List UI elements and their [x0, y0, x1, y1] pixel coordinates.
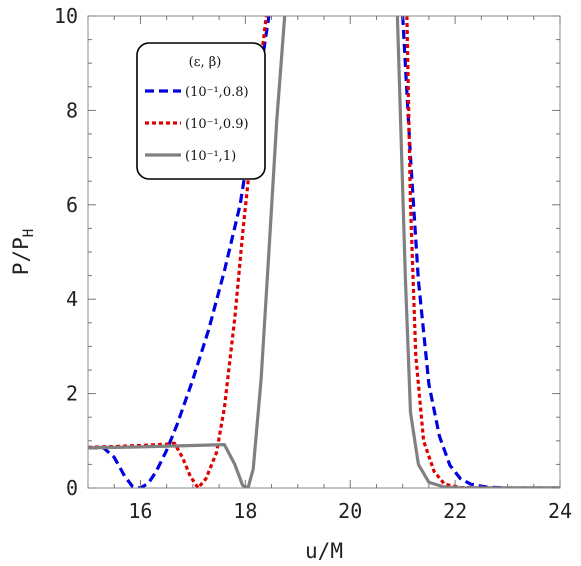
x-tick-label: 16 [128, 499, 152, 523]
legend: (ε, β) (10⁻¹,0.8) (10⁻¹,0.9) (10⁻¹,1) [136, 42, 266, 180]
legend-entry-1: (10⁻¹,0.8) [185, 85, 249, 100]
x-axis-label: u/M [305, 539, 343, 563]
legend-box [136, 42, 266, 180]
x-tick-label: 22 [443, 499, 467, 523]
y-tick-label: 0 [66, 476, 78, 500]
y-axis-label: P/PH [9, 229, 37, 275]
y-tick-label: 4 [66, 287, 78, 311]
legend-title: (ε, β) [189, 55, 222, 70]
x-tick-label: 18 [233, 499, 257, 523]
x-tick-label: 24 [548, 499, 572, 523]
y-tick-label: 8 [66, 98, 78, 122]
y-tick-label: 2 [66, 382, 78, 406]
x-tick-label: 20 [338, 499, 362, 523]
y-tick-label: 6 [66, 193, 78, 217]
y-tick-label: 10 [54, 4, 78, 28]
legend-entry-2: (10⁻¹,0.9) [185, 117, 249, 132]
legend-entry-3: (10⁻¹,1) [185, 149, 236, 164]
